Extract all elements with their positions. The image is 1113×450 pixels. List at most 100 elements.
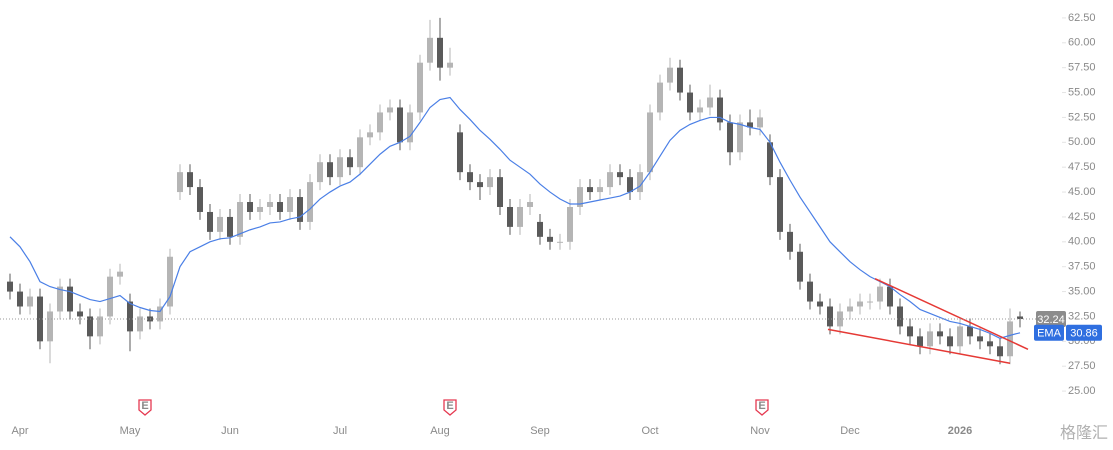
y-tick-label: 57.50 (1068, 62, 1096, 74)
candle-body (347, 157, 353, 168)
candle-body (357, 137, 363, 168)
candle-body (247, 202, 253, 212)
candle-body (727, 122, 733, 153)
candle-body (767, 142, 773, 178)
event-marker (443, 399, 457, 416)
ema-badge-value-bg (1066, 324, 1102, 341)
candle-body (457, 132, 463, 173)
candle-body (857, 301, 863, 307)
candle-body (297, 197, 303, 222)
candle-body (427, 37, 433, 63)
event-label: E (446, 400, 453, 412)
candle-body (1017, 316, 1023, 320)
candle-body (627, 177, 633, 193)
candle-body (977, 336, 983, 342)
candle-body (667, 67, 673, 83)
candle-body (707, 97, 713, 108)
event-label: E (141, 400, 148, 412)
candle-body (937, 331, 943, 337)
y-tick-label: 62.50 (1068, 12, 1096, 24)
candle-body (527, 202, 533, 207)
candle-body (677, 67, 683, 93)
candle-body (377, 112, 383, 133)
x-tick-label: Jul (333, 425, 347, 437)
ema-badge-name: EMA (1037, 328, 1062, 340)
candle-body (137, 316, 143, 332)
candle-body (277, 202, 283, 212)
y-tick-label: 47.50 (1068, 161, 1096, 173)
candle-body (207, 211, 213, 232)
candle-body (237, 202, 243, 237)
event-marker (138, 399, 152, 416)
candle-body (467, 172, 473, 183)
candle-body (847, 306, 853, 312)
y-tick-label: 60.00 (1068, 37, 1096, 49)
y-tick-label: 32.50 (1068, 310, 1096, 322)
candle-body (227, 216, 233, 237)
candle-body (17, 291, 23, 307)
last-price-label: 32.24 (1037, 314, 1065, 326)
candle-body (87, 316, 93, 337)
y-tick-label: 40.00 (1068, 236, 1096, 248)
candle-body (97, 316, 103, 337)
candle-body (567, 206, 573, 242)
candle-body (867, 301, 873, 303)
candle-body (747, 122, 753, 128)
trendline (827, 328, 1011, 364)
candle-body (507, 206, 513, 227)
candle-body (517, 206, 523, 227)
candle-body (817, 301, 823, 307)
candle-body (397, 107, 403, 143)
candle-body (387, 107, 393, 113)
candle-body (897, 306, 903, 327)
candle-body (157, 306, 163, 322)
candle-body (577, 187, 583, 207)
candle-body (287, 197, 293, 212)
candle-body (597, 187, 603, 193)
x-tick-label: Oct (641, 425, 658, 437)
last-price-badge (1036, 311, 1066, 328)
x-tick-label: Dec (840, 425, 860, 437)
candle-body (547, 236, 553, 242)
x-tick-label: Nov (750, 425, 770, 437)
candle-body (777, 177, 783, 232)
candle-body (217, 216, 223, 232)
candle-body (257, 206, 263, 212)
candle-body (617, 172, 623, 178)
candle-body (317, 162, 323, 183)
y-tick-label: 27.50 (1068, 360, 1096, 372)
candle-body (447, 62, 453, 68)
candle-body (267, 202, 273, 207)
candle-body (907, 326, 913, 337)
y-tick-label: 52.50 (1068, 111, 1096, 123)
candle-body (927, 331, 933, 347)
candle-body (117, 271, 123, 277)
trendline (874, 277, 1029, 350)
candle-body (587, 187, 593, 193)
candle-body (827, 306, 833, 327)
candle-body (657, 82, 663, 113)
candle-body (957, 326, 963, 347)
candle-body (437, 37, 443, 68)
y-tick-label: 55.00 (1068, 86, 1096, 98)
watermark: 格隆汇 (1060, 424, 1108, 442)
candle-body (697, 107, 703, 113)
candle-body (407, 112, 413, 143)
candle-body (967, 326, 973, 337)
candle-body (637, 172, 643, 193)
y-tick-label: 35.00 (1068, 285, 1096, 297)
candle-body (367, 132, 373, 138)
candle-body (607, 172, 613, 188)
candle-body (497, 177, 503, 207)
candle-body (307, 182, 313, 222)
candle-body (57, 286, 63, 312)
candle-body (417, 62, 423, 113)
y-tick-label: 37.50 (1068, 261, 1096, 273)
candle-body (807, 281, 813, 302)
x-tick-label: Apr (11, 425, 28, 437)
candle-body (47, 311, 53, 342)
candle-body (167, 256, 173, 307)
candle-body (477, 182, 483, 188)
